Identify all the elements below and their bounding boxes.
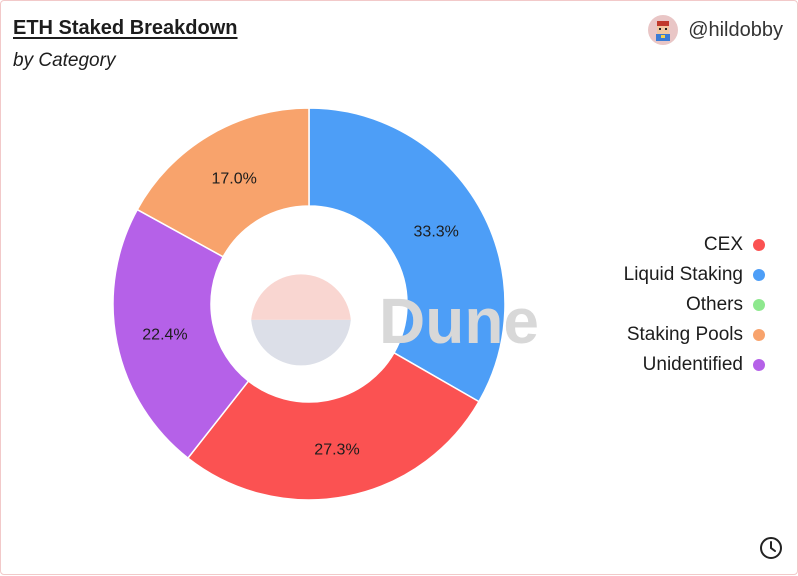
slice-label: 17.0%: [211, 170, 256, 187]
author-name[interactable]: @hildobby: [688, 18, 783, 41]
chart-title[interactable]: ETH Staked Breakdown: [13, 17, 238, 39]
slice-liquid-staking[interactable]: [308, 107, 506, 403]
slice-label: 27.3%: [314, 441, 359, 458]
legend-item-unidentified[interactable]: Unidentified: [643, 353, 765, 376]
legend-label: Unidentified: [642, 353, 743, 375]
watermark-text: Dune: [379, 285, 539, 357]
legend-item-others[interactable]: Others: [686, 293, 765, 316]
legend-item-staking-pools[interactable]: Staking Pools: [627, 323, 765, 346]
legend-label: Staking Pools: [626, 323, 743, 345]
legend-label: Others: [685, 293, 743, 315]
slice-label: 22.4%: [142, 326, 187, 343]
legend-swatch: [753, 268, 765, 281]
legend-label: CEX: [703, 233, 743, 255]
legend-label: Liquid Staking: [623, 263, 743, 285]
legend-swatch: [753, 358, 765, 371]
legend-item-cex[interactable]: CEX: [704, 233, 765, 256]
legend-swatch: [753, 298, 765, 311]
legend: CEX Liquid Staking Others Staking Pools …: [624, 233, 765, 376]
legend-item-liquid-staking[interactable]: Liquid Staking: [624, 263, 765, 286]
author-badge[interactable]: @hildobby: [648, 15, 783, 45]
slice-cex[interactable]: [186, 351, 480, 501]
watermark-logo-bottom: [251, 319, 351, 366]
dune-watermark: Dune: [251, 274, 539, 366]
legend-swatch: [753, 238, 765, 251]
slice-label: 33.3%: [414, 223, 459, 240]
clock-icon[interactable]: [759, 536, 783, 560]
legend-swatch: [753, 328, 765, 341]
slice-unidentified[interactable]: [112, 208, 250, 460]
avatar-icon[interactable]: [648, 15, 679, 45]
slice-staking-pools[interactable]: [136, 107, 310, 258]
watermark-logo-top: [251, 274, 351, 320]
chart-subtitle: by Category: [13, 50, 116, 71]
